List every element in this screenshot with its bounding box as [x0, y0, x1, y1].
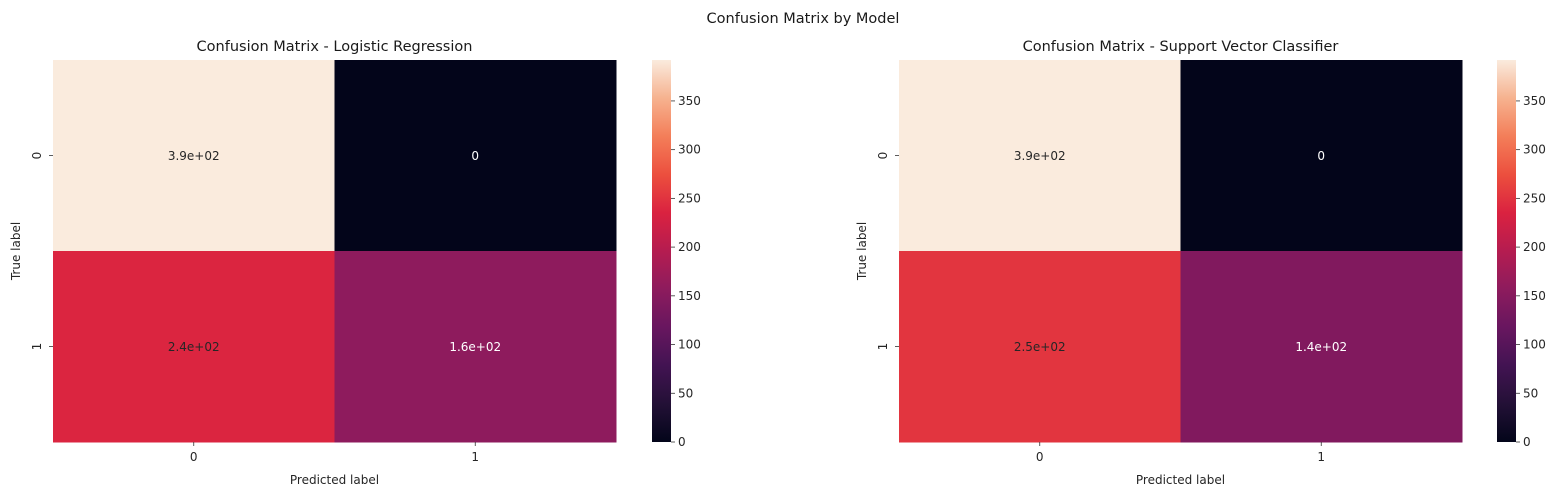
heatmap-cell-r1-c1 [1180, 251, 1463, 443]
chart-title: Confusion Matrix - Logistic Regression [197, 39, 473, 55]
y-axis-label: True label [855, 222, 869, 281]
cell-annotation-r0-c0: 3.9e+02 [168, 149, 220, 163]
y-tick-label: 0 [876, 152, 890, 160]
x-tick-label: 0 [190, 450, 198, 464]
y-axis-label: True label [9, 222, 23, 281]
colorbar [652, 60, 671, 442]
chart-title: Confusion Matrix - Support Vector Classi… [1023, 39, 1339, 55]
cell-annotation-r1-c0: 2.4e+02 [168, 340, 220, 354]
x-tick-label: 1 [471, 450, 479, 464]
colorbar-tick-label: 300 [678, 143, 701, 157]
y-tick-label: 1 [30, 343, 44, 351]
x-axis-label: Predicted label [290, 473, 379, 487]
colorbar-tick-label: 0 [1523, 435, 1531, 449]
heatmap-cell-r0-c0 [53, 60, 335, 252]
x-axis-label: Predicted label [1136, 473, 1225, 487]
heatmap-cell-r1-c0 [53, 251, 335, 443]
colorbar-tick-label: 300 [1523, 143, 1546, 157]
y-tick-label: 1 [876, 343, 890, 351]
x-tick-label: 0 [1036, 450, 1044, 464]
colorbar-tick-label: 50 [678, 386, 693, 400]
heatmap-cell-r1-c0 [899, 251, 1181, 443]
colorbar-tick-label: 100 [678, 338, 701, 352]
cell-annotation-r1-c0: 2.5e+02 [1014, 340, 1066, 354]
colorbar-tick-label: 350 [678, 94, 701, 108]
colorbar-tick-label: 200 [678, 240, 701, 254]
colorbar-tick-label: 50 [1523, 386, 1538, 400]
heatmap-cell-r1-c1 [334, 251, 617, 443]
colorbar-tick-label: 150 [1523, 289, 1546, 303]
colorbar-tick-label: 250 [1523, 191, 1546, 205]
y-tick-label: 0 [30, 152, 44, 160]
cell-annotation-r0-c0: 3.9e+02 [1014, 149, 1066, 163]
colorbar-tick-label: 150 [678, 289, 701, 303]
cell-annotation-r1-c1: 1.6e+02 [449, 340, 501, 354]
heatmap-panel-2: 3.9e+02 0 2.5e+02 1.4e+02 Confusion Matrix -… [855, 39, 1546, 487]
heatmap-cell-r0-c1 [334, 60, 617, 252]
colorbar-tick-label: 250 [678, 191, 701, 205]
colorbar-tick-label: 100 [1523, 338, 1546, 352]
colorbar-tick-label: 350 [1523, 94, 1546, 108]
figure-suptitle: Confusion Matrix by Model [707, 11, 900, 27]
cell-annotation-r0-c1: 0 [471, 149, 479, 163]
colorbar [1497, 60, 1516, 442]
colorbar-tick-label: 200 [1523, 240, 1546, 254]
cell-annotation-r1-c1: 1.4e+02 [1295, 340, 1347, 354]
heatmap-cell-r0-c0 [899, 60, 1181, 252]
colorbar-tick-label: 0 [678, 435, 686, 449]
x-tick-label: 1 [1317, 450, 1325, 464]
heatmap-panel-1: 3.9e+02 0 2.4e+02 1.6e+02 Confusion Matrix -… [9, 39, 701, 487]
heatmap-cell-r0-c1 [1180, 60, 1463, 252]
cell-annotation-r0-c1: 0 [1317, 149, 1325, 163]
